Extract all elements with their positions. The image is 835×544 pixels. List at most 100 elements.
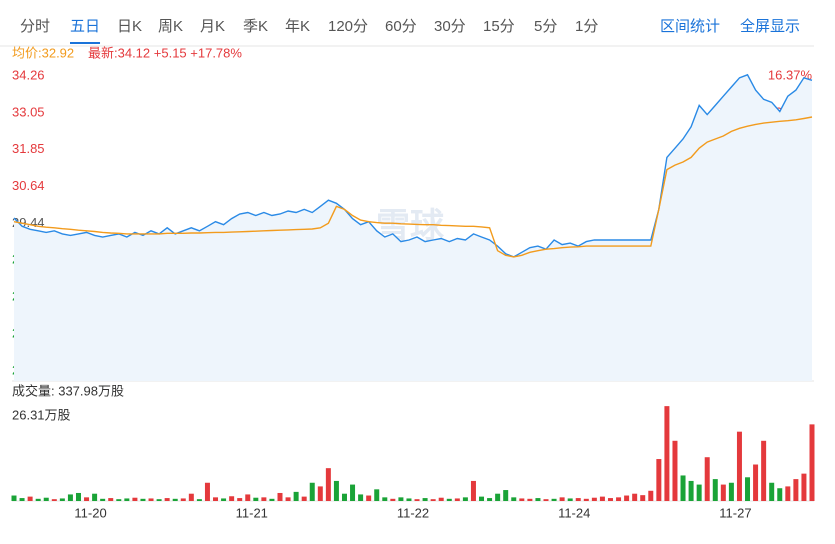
volume-bar: [728, 482, 734, 501]
volume-bar: [438, 497, 444, 501]
volume-bar: [140, 498, 146, 501]
volume-bar: [333, 480, 339, 501]
volume-bar: [180, 498, 186, 501]
tab[interactable]: 周K: [158, 18, 183, 35]
avg-price: 均价:32.92: [12, 45, 74, 60]
tab[interactable]: 15分: [483, 18, 515, 35]
volume-bar: [664, 406, 670, 501]
volume-bar: [277, 492, 283, 501]
tab[interactable]: 分时: [20, 18, 50, 35]
volume-label: 成交量: 337.98万股: [12, 383, 124, 398]
latest-price: 最新:34.12 +5.15 +17.78%: [88, 45, 242, 60]
volume-bar: [704, 457, 710, 501]
volume-bar: [406, 498, 412, 501]
volume-bar: [390, 498, 396, 501]
volume-bar: [583, 498, 589, 501]
price-line: [13, 73, 813, 258]
volume-bar: [624, 495, 630, 501]
volume-bar: [35, 498, 41, 501]
volume-bar: [430, 499, 436, 501]
volume-bar: [720, 484, 726, 501]
volume-bar: [237, 498, 243, 501]
volume-bar: [124, 498, 130, 501]
y-tick-label: 31.85: [12, 141, 45, 156]
volume-bar: [350, 484, 356, 501]
volume-bar: [575, 498, 581, 501]
tab[interactable]: 五日: [70, 18, 100, 35]
volume-bar: [156, 499, 162, 501]
volume-bar: [269, 498, 275, 501]
volume-bar: [527, 498, 533, 501]
volume-bar: [712, 479, 718, 501]
volume-bar: [92, 493, 98, 501]
volume-bar: [503, 490, 509, 501]
volume-bar: [591, 497, 597, 501]
volume-bar: [607, 498, 613, 501]
tab[interactable]: 30分: [434, 18, 466, 35]
volume-bar: [632, 493, 638, 501]
volume-bar: [454, 498, 460, 501]
volume-bar: [616, 497, 622, 501]
volume-bar: [672, 440, 678, 501]
volume-bar: [680, 475, 686, 501]
volume-bar: [293, 491, 299, 501]
volume-bar: [229, 496, 235, 501]
volume-bar: [59, 498, 65, 501]
tab[interactable]: 1分: [575, 18, 598, 35]
volume-bar: [543, 499, 549, 501]
volume-bar: [27, 496, 33, 501]
action-link[interactable]: 区间统计: [660, 18, 720, 35]
volume-bar: [341, 493, 347, 501]
tab[interactable]: 季K: [243, 18, 268, 35]
volume-max-label: 26.31万股: [12, 407, 71, 422]
volume-bar: [301, 496, 307, 501]
volume-bar: [809, 424, 815, 501]
volume-bar: [422, 498, 428, 501]
volume-bar: [640, 495, 646, 501]
volume-bar: [495, 493, 501, 501]
volume-bar: [656, 459, 662, 501]
volume-bar: [567, 498, 573, 501]
volume-bar: [688, 480, 694, 501]
volume-bar: [108, 498, 114, 501]
tab[interactable]: 年K: [285, 18, 310, 35]
volume-bar: [358, 494, 364, 501]
volume-bar: [648, 490, 654, 501]
volume-bar: [519, 498, 525, 501]
volume-bar: [164, 498, 170, 501]
volume-bar: [285, 497, 291, 501]
volume-bar: [309, 482, 315, 501]
tab[interactable]: 月K: [200, 18, 225, 35]
volume-bar: [479, 496, 485, 501]
volume-bar: [11, 495, 17, 501]
y-tick-label: 34.26: [12, 67, 45, 82]
tab[interactable]: 60分: [385, 18, 417, 35]
volume-bar: [551, 498, 557, 501]
volume-bar: [398, 497, 404, 501]
tab[interactable]: 120分: [328, 18, 368, 35]
x-tick-label: 11-27: [719, 505, 751, 520]
volume-bar: [446, 498, 452, 501]
volume-bar: [317, 486, 323, 501]
volume-bar: [785, 486, 791, 501]
volume-bar: [462, 497, 468, 501]
average-line: [13, 116, 813, 258]
volume-bar: [745, 477, 751, 501]
volume-bar: [253, 497, 259, 501]
volume-bar: [261, 497, 267, 501]
tab[interactable]: 日K: [117, 18, 142, 35]
volume-bar: [204, 482, 210, 501]
volume-bar: [753, 464, 759, 501]
tab[interactable]: 5分: [534, 18, 557, 35]
volume-bar: [374, 489, 380, 501]
action-link[interactable]: 全屏显示: [740, 17, 800, 35]
volume-bar: [245, 494, 251, 501]
volume-bar: [84, 497, 90, 501]
volume-bar: [132, 497, 138, 501]
volume-bar: [801, 473, 807, 501]
volume-bar: [75, 492, 81, 501]
volume-bar: [382, 497, 388, 501]
volume-bar: [67, 494, 73, 501]
volume-bar: [487, 498, 493, 501]
